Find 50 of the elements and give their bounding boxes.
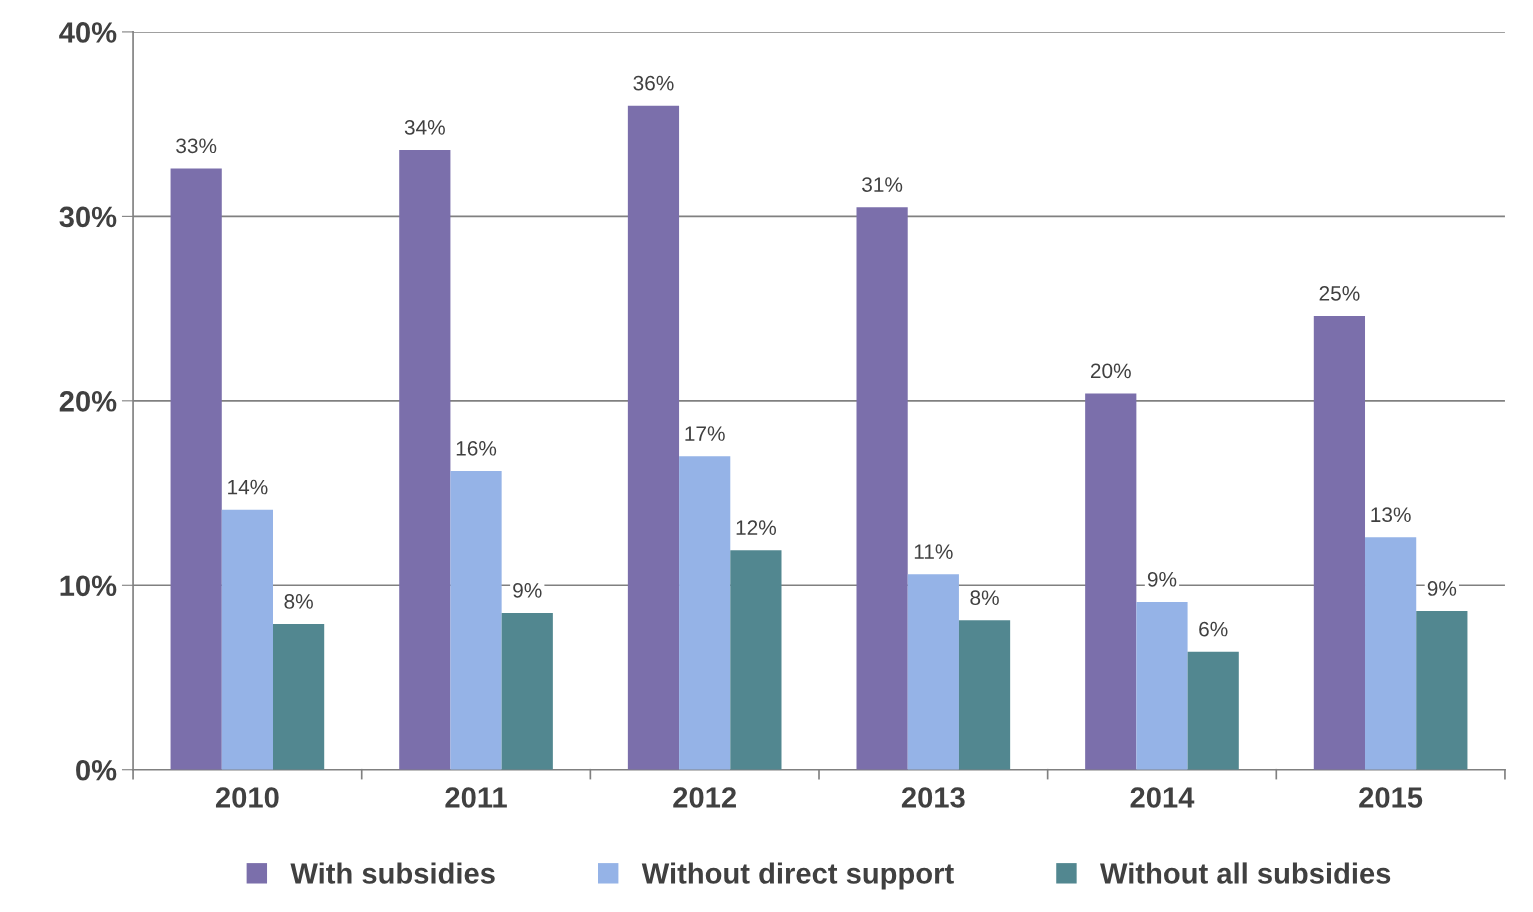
legend-label: With subsidies	[290, 862, 495, 884]
data-label: 36%	[633, 75, 674, 91]
x-tick-label: 2015	[1359, 787, 1423, 808]
data-label: 9%	[513, 582, 542, 598]
data-label: 16%	[456, 440, 497, 456]
data-label: 25%	[1319, 285, 1360, 301]
data-label: 8%	[284, 594, 313, 609]
bar	[679, 456, 731, 770]
data-label: 20%	[1090, 363, 1131, 379]
data-label: 6%	[1199, 621, 1228, 637]
bar	[1136, 601, 1188, 770]
bar	[856, 207, 908, 770]
bar	[1085, 393, 1137, 770]
data-label: 34%	[404, 119, 445, 135]
bar	[221, 509, 273, 770]
data-label: 9%	[1427, 581, 1457, 596]
bar	[1187, 651, 1239, 770]
y-tick-label: 20%	[59, 391, 117, 412]
legend-label: Without all subsidies	[1100, 862, 1391, 884]
y-tick-label: 10%	[60, 575, 117, 597]
data-label: 31%	[862, 177, 903, 192]
y-tick-label: 0%	[76, 759, 117, 781]
x-tick-label: 2013	[901, 787, 965, 808]
bar	[958, 620, 1011, 770]
bar	[450, 470, 502, 770]
y-tick-label: 30%	[59, 206, 117, 228]
bar	[730, 550, 782, 770]
x-tick-label: 2014	[1130, 787, 1195, 808]
x-tick-label: 2012	[673, 787, 736, 808]
bar	[1416, 611, 1468, 770]
data-label: 11%	[914, 544, 953, 559]
bar	[627, 105, 680, 770]
legend-label: Without direct support	[641, 862, 954, 890]
bar	[1365, 537, 1417, 770]
bar	[1313, 315, 1366, 770]
data-label: 13%	[1371, 507, 1411, 523]
data-label: 33%	[176, 138, 217, 154]
data-label: 14%	[228, 479, 268, 495]
bar	[273, 624, 325, 770]
data-label: 8%	[970, 590, 999, 606]
bar	[907, 574, 959, 770]
bar	[170, 168, 222, 770]
bar	[399, 149, 451, 770]
x-tick-label: 2010	[215, 787, 279, 808]
y-tick-label: 40%	[59, 22, 117, 43]
data-label: 17%	[685, 426, 725, 441]
data-label: 12%	[736, 520, 777, 535]
x-tick-label: 2011	[445, 787, 507, 808]
bar	[501, 612, 553, 770]
data-label: 9%	[1147, 571, 1177, 587]
